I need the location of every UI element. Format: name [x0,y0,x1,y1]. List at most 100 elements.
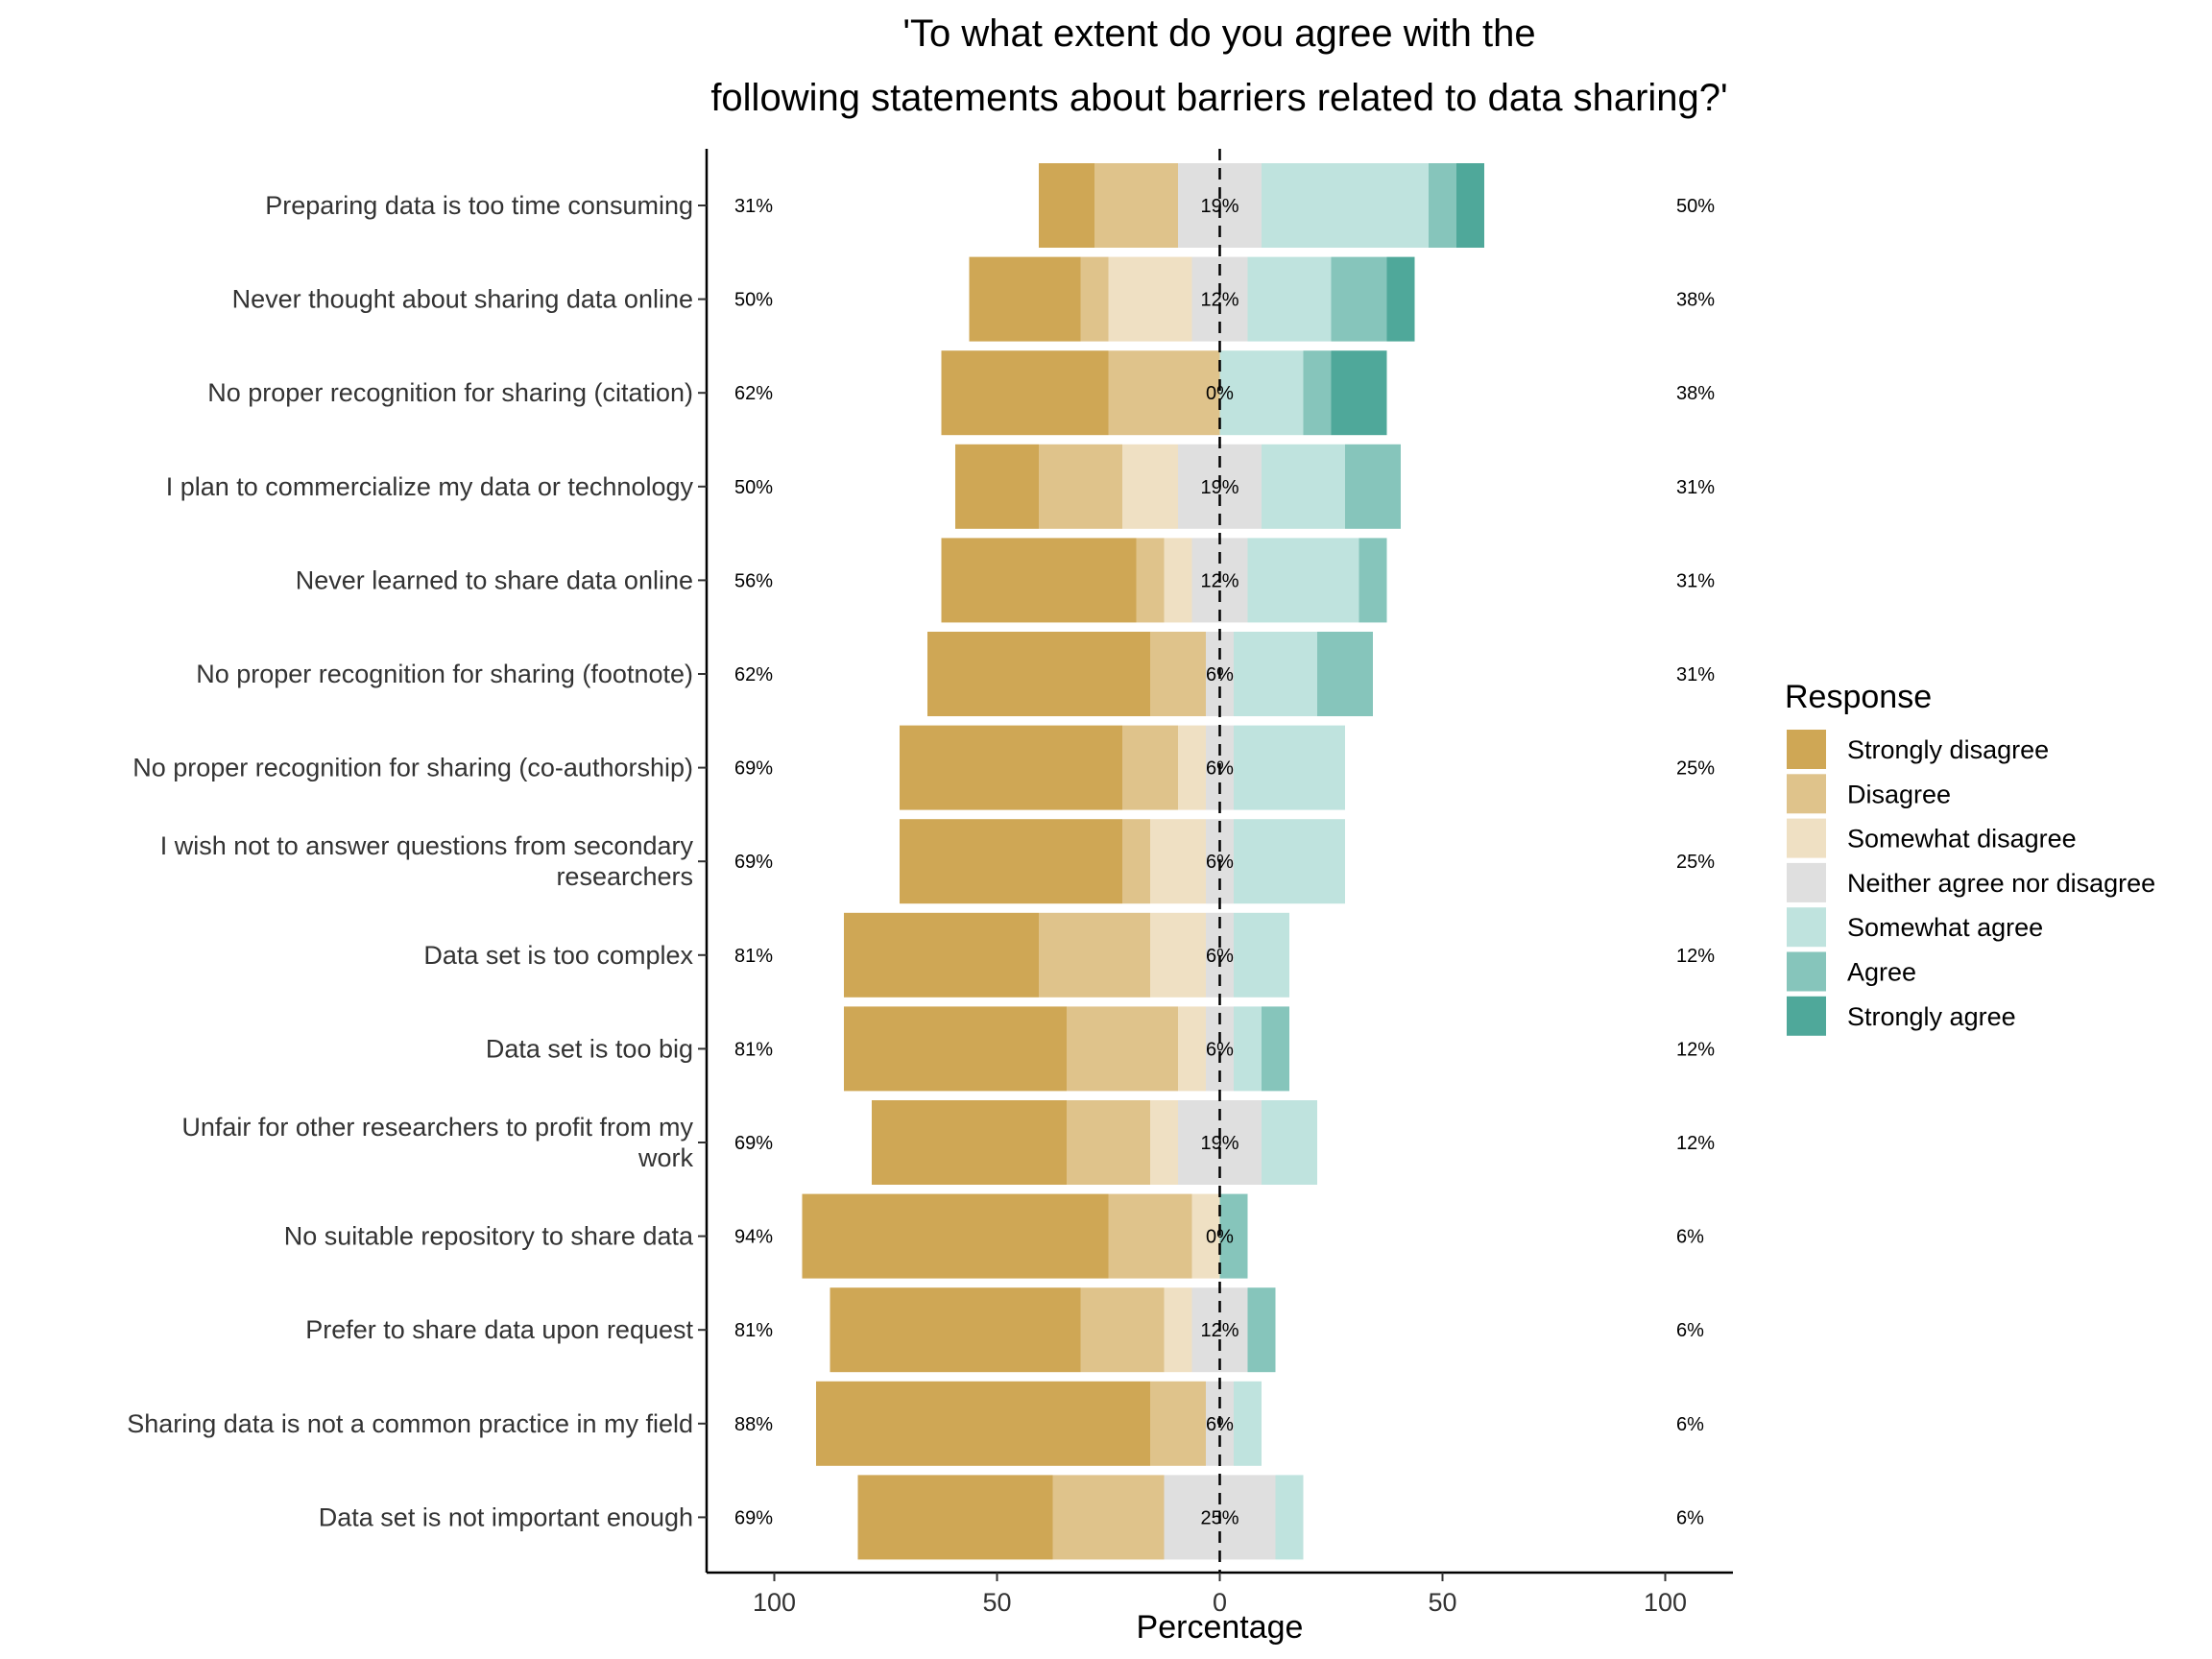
high-percent-label: 25% [1676,758,1715,780]
low-percent-label: 81% [734,1039,773,1060]
high-percent-label: 12% [1676,1039,1715,1060]
legend-swatch [1787,862,1826,902]
bar-segment [1164,1287,1192,1373]
low-percent-label: 50% [734,477,773,498]
low-percent-label: 31% [734,196,773,217]
bar-segment [844,912,1039,998]
chart-title-line: 'To what extent do you agree with the [902,12,1535,55]
bar-segment [1191,1193,1220,1279]
axes-group: 100 50 0 50 100 Percentage [698,149,1733,1646]
legend-label: Somewhat disagree [1847,825,2077,854]
category-label: No suitable repository to share data [284,1222,694,1251]
bar-segment [844,1006,1067,1092]
low-percent-label: 69% [734,1507,773,1528]
neutral-percent-label: 19% [1200,477,1238,498]
bar-segment [1150,819,1206,904]
bar-segment [1262,163,1429,248]
bar-segment [1039,444,1122,529]
bar-segment [1108,256,1192,342]
bar-segment [941,350,1109,436]
category-label: No proper recognition for sharing (co-au… [132,754,693,782]
bar-segment [1094,163,1178,248]
neutral-percent-label: 6% [1206,1414,1234,1435]
bar-segment [1262,444,1345,529]
bar-segment [1067,1100,1150,1185]
bar-segment [1331,350,1387,436]
low-percent-label: 69% [734,758,773,780]
bar-segment [1234,912,1289,998]
high-percent-label: 12% [1676,946,1715,967]
bar-segment [1122,725,1178,810]
bar-segment [900,725,1122,810]
bar-segment [1122,444,1178,529]
neutral-percent-label: 0% [1206,1227,1234,1248]
category-label: No proper recognition for sharing (footn… [196,660,693,688]
chart-title-line: following statements about barriers rela… [710,77,1727,119]
high-percent-label: 38% [1676,290,1715,311]
bar-segment [1234,725,1345,810]
neutral-percent-label: 6% [1206,946,1234,967]
x-tick-label: 50 [982,1588,1011,1617]
bar-segment [1150,1381,1206,1466]
low-percent-label: 62% [734,664,773,685]
low-percent-label: 56% [734,570,773,591]
legend-swatch [1787,996,1826,1036]
bar-segment [1136,538,1165,623]
high-percent-label: 6% [1676,1227,1704,1248]
high-percent-label: 6% [1676,1414,1704,1435]
bar-segment [1234,632,1317,716]
bar-segment [830,1287,1081,1373]
bar-segment [816,1381,1150,1466]
bar-segment [1247,256,1332,342]
bar-segment [1345,444,1401,529]
category-label: Unfair for other researchers to profit f… [181,1113,693,1142]
bar-segment [802,1193,1109,1279]
bar-segment [1039,912,1150,998]
bar-segment [1317,632,1373,716]
bar-segment [1358,538,1387,623]
low-percent-label: 69% [734,1133,773,1154]
neutral-percent-label: 12% [1200,290,1238,311]
high-percent-label: 6% [1676,1320,1704,1341]
bar-segment [1150,912,1206,998]
neutral-percent-label: 6% [1206,1039,1234,1060]
bar-segment [1178,725,1206,810]
high-percent-label: 31% [1676,477,1715,498]
neutral-percent-label: 6% [1206,758,1234,780]
bar-segment [927,632,1150,716]
bar-segment [1456,163,1484,248]
category-label: Sharing data is not a common practice in… [127,1409,693,1438]
neutral-percent-label: 12% [1200,1320,1238,1341]
neutral-percent-label: 6% [1206,852,1234,873]
x-tick-label: 50 [1428,1588,1456,1617]
category-label: I wish not to answer questions from seco… [160,831,694,860]
bar-segment [941,538,1137,623]
bar-segment [1080,256,1109,342]
category-label: Never thought about sharing data online [232,285,693,314]
legend-title: Response [1785,679,1932,715]
bar-segment [1247,1287,1276,1373]
bar-segment [1429,163,1456,248]
category-labels-group: Preparing data is too time consuming Neve… [127,191,694,1531]
low-percent-label: 69% [734,852,773,873]
category-label: Never learned to share data online [296,565,693,594]
bar-segment [1150,632,1206,716]
neutral-percent-label: 12% [1200,570,1238,591]
neutral-percent-label: 19% [1200,196,1238,217]
category-label: work [637,1143,694,1172]
x-tick-label: 100 [753,1588,796,1617]
bar-segment [1331,256,1387,342]
low-percent-label: 62% [734,383,773,404]
percent-labels-group: 31% 19% 50% 50% 12% 38% 62% 0% 38% 50% 19% 31% 56% 12… [734,196,1715,1528]
high-percent-label: 50% [1676,196,1715,217]
bar-segment [1067,1006,1178,1092]
legend-label: Disagree [1847,780,1951,808]
category-label: No proper recognition for sharing (citat… [207,378,693,407]
bar-segment [1178,1006,1206,1092]
legend-label: Strongly disagree [1847,735,2049,764]
bar-segment [1080,1287,1165,1373]
category-label: Data set is too complex [423,941,693,970]
high-percent-label: 12% [1676,1133,1715,1154]
high-percent-label: 6% [1676,1507,1704,1528]
low-percent-label: 81% [734,1320,773,1341]
